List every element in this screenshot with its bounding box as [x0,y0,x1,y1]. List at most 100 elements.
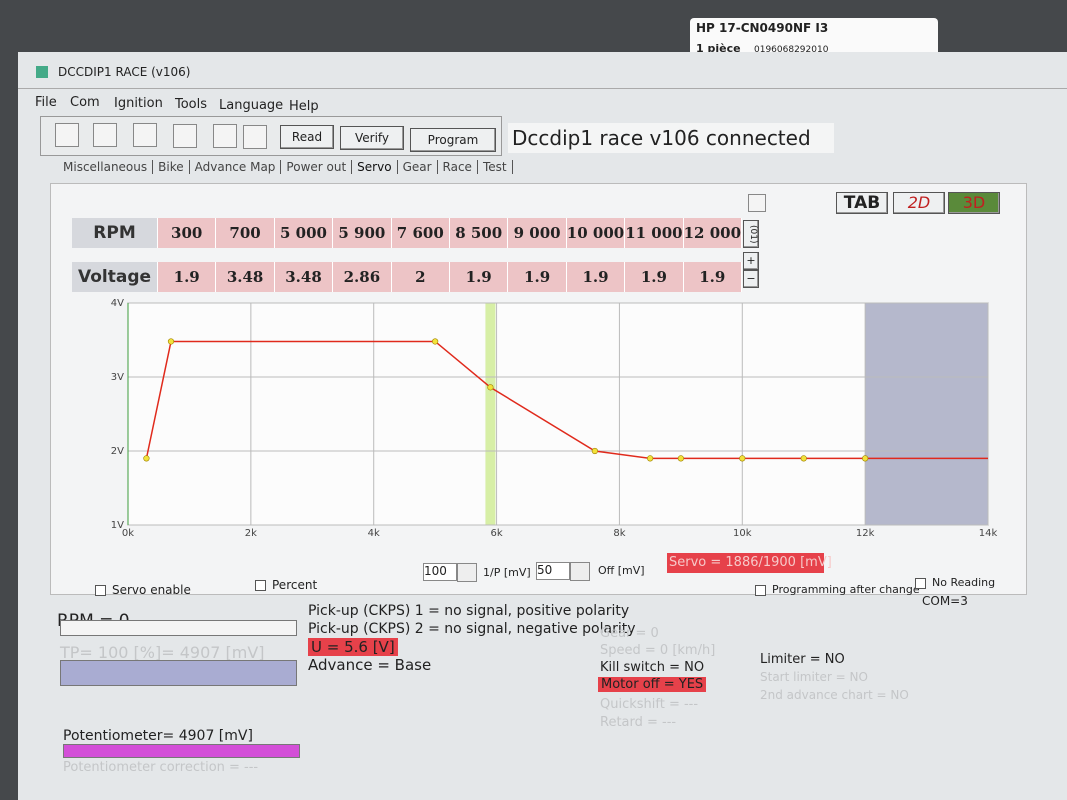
tab-active[interactable]: Servo [352,160,398,174]
app-icon [36,66,48,78]
open-icon[interactable] [93,123,117,147]
map-table: RPM Voltage 300 1.9 700 3.48 5 000 3.48 5 900 2… [72,218,742,292]
tab-bar: Miscellaneous Bike Advance Map Power out… [58,160,513,174]
verify-button[interactable]: Verify [340,126,404,150]
rpm-cell[interactable]: 7 600 [391,218,450,248]
tab[interactable]: Bike [153,160,190,174]
x-tick-label: 2k [245,528,257,539]
side-button[interactable]: (01) [743,220,759,248]
quickshift-readout: Quickshift = --- [600,697,699,712]
y-tick-label: 2V [111,446,124,457]
tab-view-button[interactable]: TAB [836,192,888,214]
rpm-cell[interactable]: 5 000 [274,218,334,248]
pickup-status: Pick-up (CKPS) 2 = no signal, negative p… [308,621,636,637]
checkbox[interactable] [95,585,106,596]
menu-item[interactable]: Ignition [114,96,163,111]
voltage-cell[interactable]: 1.9 [625,262,684,292]
gear-readout: Gear = 0 [600,626,659,641]
no-reading-checkbox[interactable]: No Reading [915,576,995,589]
percent-checkbox[interactable]: Percent [255,578,317,592]
voltage-cell[interactable]: 1.9 [566,262,626,292]
pulse-label: 1/P [mV] [483,566,531,579]
tab[interactable]: Power out [281,160,353,174]
sticker-code: 0196068292010 [754,45,829,55]
tab[interactable]: Gear [398,160,438,174]
servo-enable-checkbox[interactable]: Servo enable [95,583,191,597]
voltage-cell[interactable]: 1.9 [450,262,509,292]
rpm-cell[interactable]: 12 000 [683,218,742,248]
save-icon[interactable] [133,123,157,147]
rpm-cell[interactable]: 8 500 [450,218,509,248]
y-tick-label: 3V [111,372,124,383]
highlight-band [485,303,496,525]
tab[interactable]: Race [438,160,478,174]
print-icon[interactable] [173,124,197,148]
checkbox[interactable] [255,580,266,591]
rpm-cell[interactable]: 700 [216,218,275,248]
read-button[interactable]: Read [280,125,334,149]
window-title: DCCDIP1 RACE (v106) [58,65,191,79]
menu-item[interactable]: Help [289,99,319,114]
menu-item[interactable]: Com [70,95,100,110]
advance-readout: Advance = Base [308,656,432,674]
voltage-cell[interactable]: 1.9 [158,262,217,292]
2d-view-button[interactable]: 2D [893,192,945,214]
potentiometer-correction: Potentiometer correction = --- [63,760,259,775]
voltage-readout: U = 5.6 [V] [308,638,398,656]
potentiometer-bar [63,744,300,758]
potentiometer-readout: Potentiometer= 4907 [mV] [63,728,253,744]
data-point [862,455,869,462]
redo-icon[interactable] [243,125,267,149]
side-button[interactable]: − [743,270,759,288]
menu-item[interactable]: Tools [175,97,208,112]
new-icon[interactable] [55,123,79,147]
offset-label: Off [mV] [598,564,645,577]
tp-readout: TP= 100 [%]= 4907 [mV] [60,643,265,662]
voltage-cell[interactable]: 1.9 [508,262,567,292]
motor-off-readout: Motor off = YES [598,677,707,692]
rpm-cell[interactable]: 300 [158,218,217,248]
data-point [591,447,598,455]
checkbox[interactable] [755,584,766,596]
tab[interactable]: Advance Map [190,160,282,174]
programming-checkbox[interactable]: Programming after change [755,583,920,596]
voltage-cell[interactable]: 1.9 [683,262,742,292]
tab[interactable]: Test [478,160,513,174]
limiter-readout: Limiter = NO [760,652,845,667]
rpm-cell[interactable]: 10 000 [566,218,626,248]
data-point [432,338,439,345]
menu-item[interactable]: Language [219,98,284,113]
connection-status: Dccdip1 race v106 connected [508,123,834,153]
pulse-input[interactable]: 100 [423,563,457,581]
offset-spinner[interactable] [570,562,590,581]
data-point [677,455,684,462]
x-tick-label: 14k [979,528,998,539]
data-point [739,455,746,462]
pulse-spinner[interactable] [457,563,477,582]
voltage-cell[interactable]: 2 [391,262,450,292]
rpm-cell[interactable]: 9 000 [508,218,567,248]
voltage-cell[interactable]: 2.86 [333,262,392,292]
offset-input[interactable]: 50 [536,562,570,580]
tab[interactable]: Miscellaneous [58,160,154,174]
checkbox-label: No Reading [932,576,996,589]
data-line [145,340,866,460]
tp-bar [60,660,297,686]
copy-icon[interactable] [748,194,766,212]
menu-item[interactable]: File [35,95,57,110]
x-tick-label: 4k [368,528,380,539]
checkbox[interactable] [915,577,926,589]
rpm-cell[interactable]: 5 900 [333,218,392,248]
retard-readout: Retard = --- [600,715,677,730]
x-tick-label: 10k [733,528,752,539]
rpm-bar [60,620,297,636]
side-button[interactable]: + [743,252,759,270]
undo-icon[interactable] [213,124,237,148]
kill-switch-readout: Kill switch = NO [600,660,705,675]
3d-view-button[interactable]: 3D [948,192,1000,214]
shaded-region [865,303,988,525]
program-button[interactable]: Program [410,128,496,152]
voltage-cell[interactable]: 3.48 [274,262,334,292]
rpm-cell[interactable]: 11 000 [625,218,684,248]
voltage-cell[interactable]: 3.48 [216,262,275,292]
